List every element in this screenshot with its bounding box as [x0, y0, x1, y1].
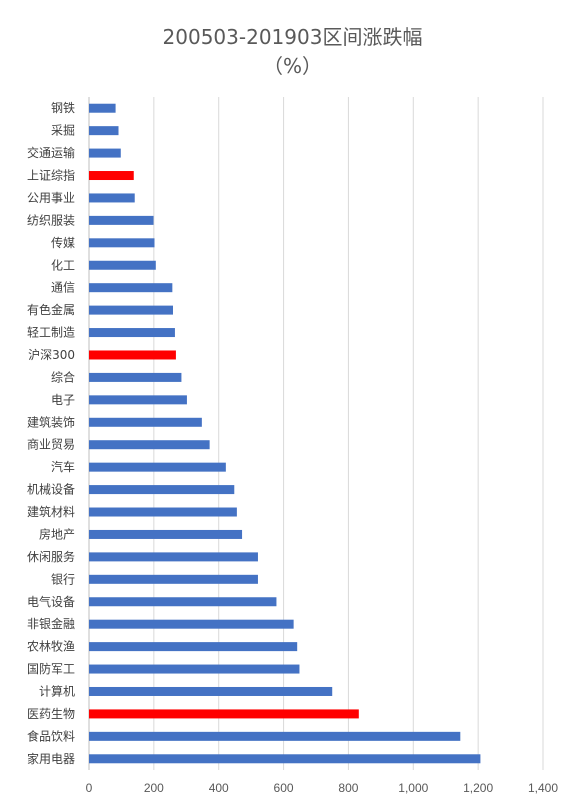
category-label: 通信 [51, 281, 75, 295]
bar [89, 260, 156, 270]
category-label: 电气设备 [27, 594, 75, 609]
category-label: 建筑材料 [27, 504, 75, 519]
bar [89, 193, 135, 203]
category-label: 交通运输 [27, 145, 75, 160]
bar [89, 238, 155, 248]
bar [89, 754, 481, 764]
category-label: 综合 [51, 369, 75, 384]
category-label: 医药生物 [27, 707, 75, 721]
chart-title: 200503-201903区间涨跌幅 [162, 25, 423, 49]
bar [89, 462, 226, 472]
category-label: 传媒 [51, 235, 75, 250]
bar [89, 664, 300, 674]
category-label: 上证综指 [27, 168, 75, 183]
x-tick-label: 200 [144, 781, 164, 795]
x-tick-label: 0 [86, 781, 93, 795]
bar [89, 215, 154, 225]
bar [89, 103, 116, 113]
category-label: 公用事业 [27, 191, 75, 205]
bar [89, 507, 237, 517]
bar [89, 485, 235, 495]
category-label: 建筑装饰 [27, 414, 75, 429]
category-label: 采掘 [51, 123, 75, 138]
bar [89, 148, 121, 158]
category-label: 银行 [51, 572, 75, 586]
bar [89, 417, 202, 427]
category-label: 食品饮料 [27, 728, 75, 743]
category-label: 农林牧渔 [27, 640, 75, 654]
bar [89, 305, 173, 315]
x-tick-label: 400 [209, 781, 229, 795]
bar [89, 372, 182, 382]
x-tick-label: 1,000 [398, 781, 428, 795]
bar [89, 350, 176, 360]
category-label: 国防军工 [27, 661, 75, 676]
category-label: 沪深300 [28, 348, 75, 362]
category-label: 化工 [51, 258, 75, 272]
bar [89, 126, 119, 136]
category-label: 有色金属 [27, 302, 75, 317]
category-label: 轻工制造 [27, 326, 75, 340]
x-tick-label: 600 [274, 781, 294, 795]
bar [89, 709, 359, 719]
category-label: 机械设备 [27, 482, 75, 497]
bar [89, 574, 258, 584]
category-label: 钢铁 [51, 101, 75, 115]
category-label: 纺织服装 [27, 213, 75, 227]
chart-subtitle: （%） [262, 54, 322, 78]
bar [89, 395, 187, 405]
x-tick-label: 1,400 [528, 781, 558, 795]
bar [89, 642, 298, 652]
x-tick-label: 800 [338, 781, 358, 795]
bar [89, 731, 461, 741]
bar [89, 171, 134, 181]
x-tick-label: 1,200 [463, 781, 493, 795]
bar [89, 597, 277, 607]
category-label: 房地产 [39, 526, 75, 541]
category-label: 商业贸易 [27, 437, 75, 452]
bar [89, 529, 243, 539]
category-label: 家用电器 [27, 751, 75, 766]
category-label: 休闲服务 [27, 549, 75, 564]
bar [89, 552, 258, 562]
bar [89, 686, 333, 696]
category-label: 非银金融 [27, 616, 75, 631]
category-label: 汽车 [51, 459, 75, 474]
bar [89, 283, 173, 293]
bar [89, 619, 294, 629]
bar [89, 328, 175, 338]
category-label: 电子 [51, 393, 75, 407]
category-label: 计算机 [39, 683, 75, 698]
bar [89, 440, 210, 450]
